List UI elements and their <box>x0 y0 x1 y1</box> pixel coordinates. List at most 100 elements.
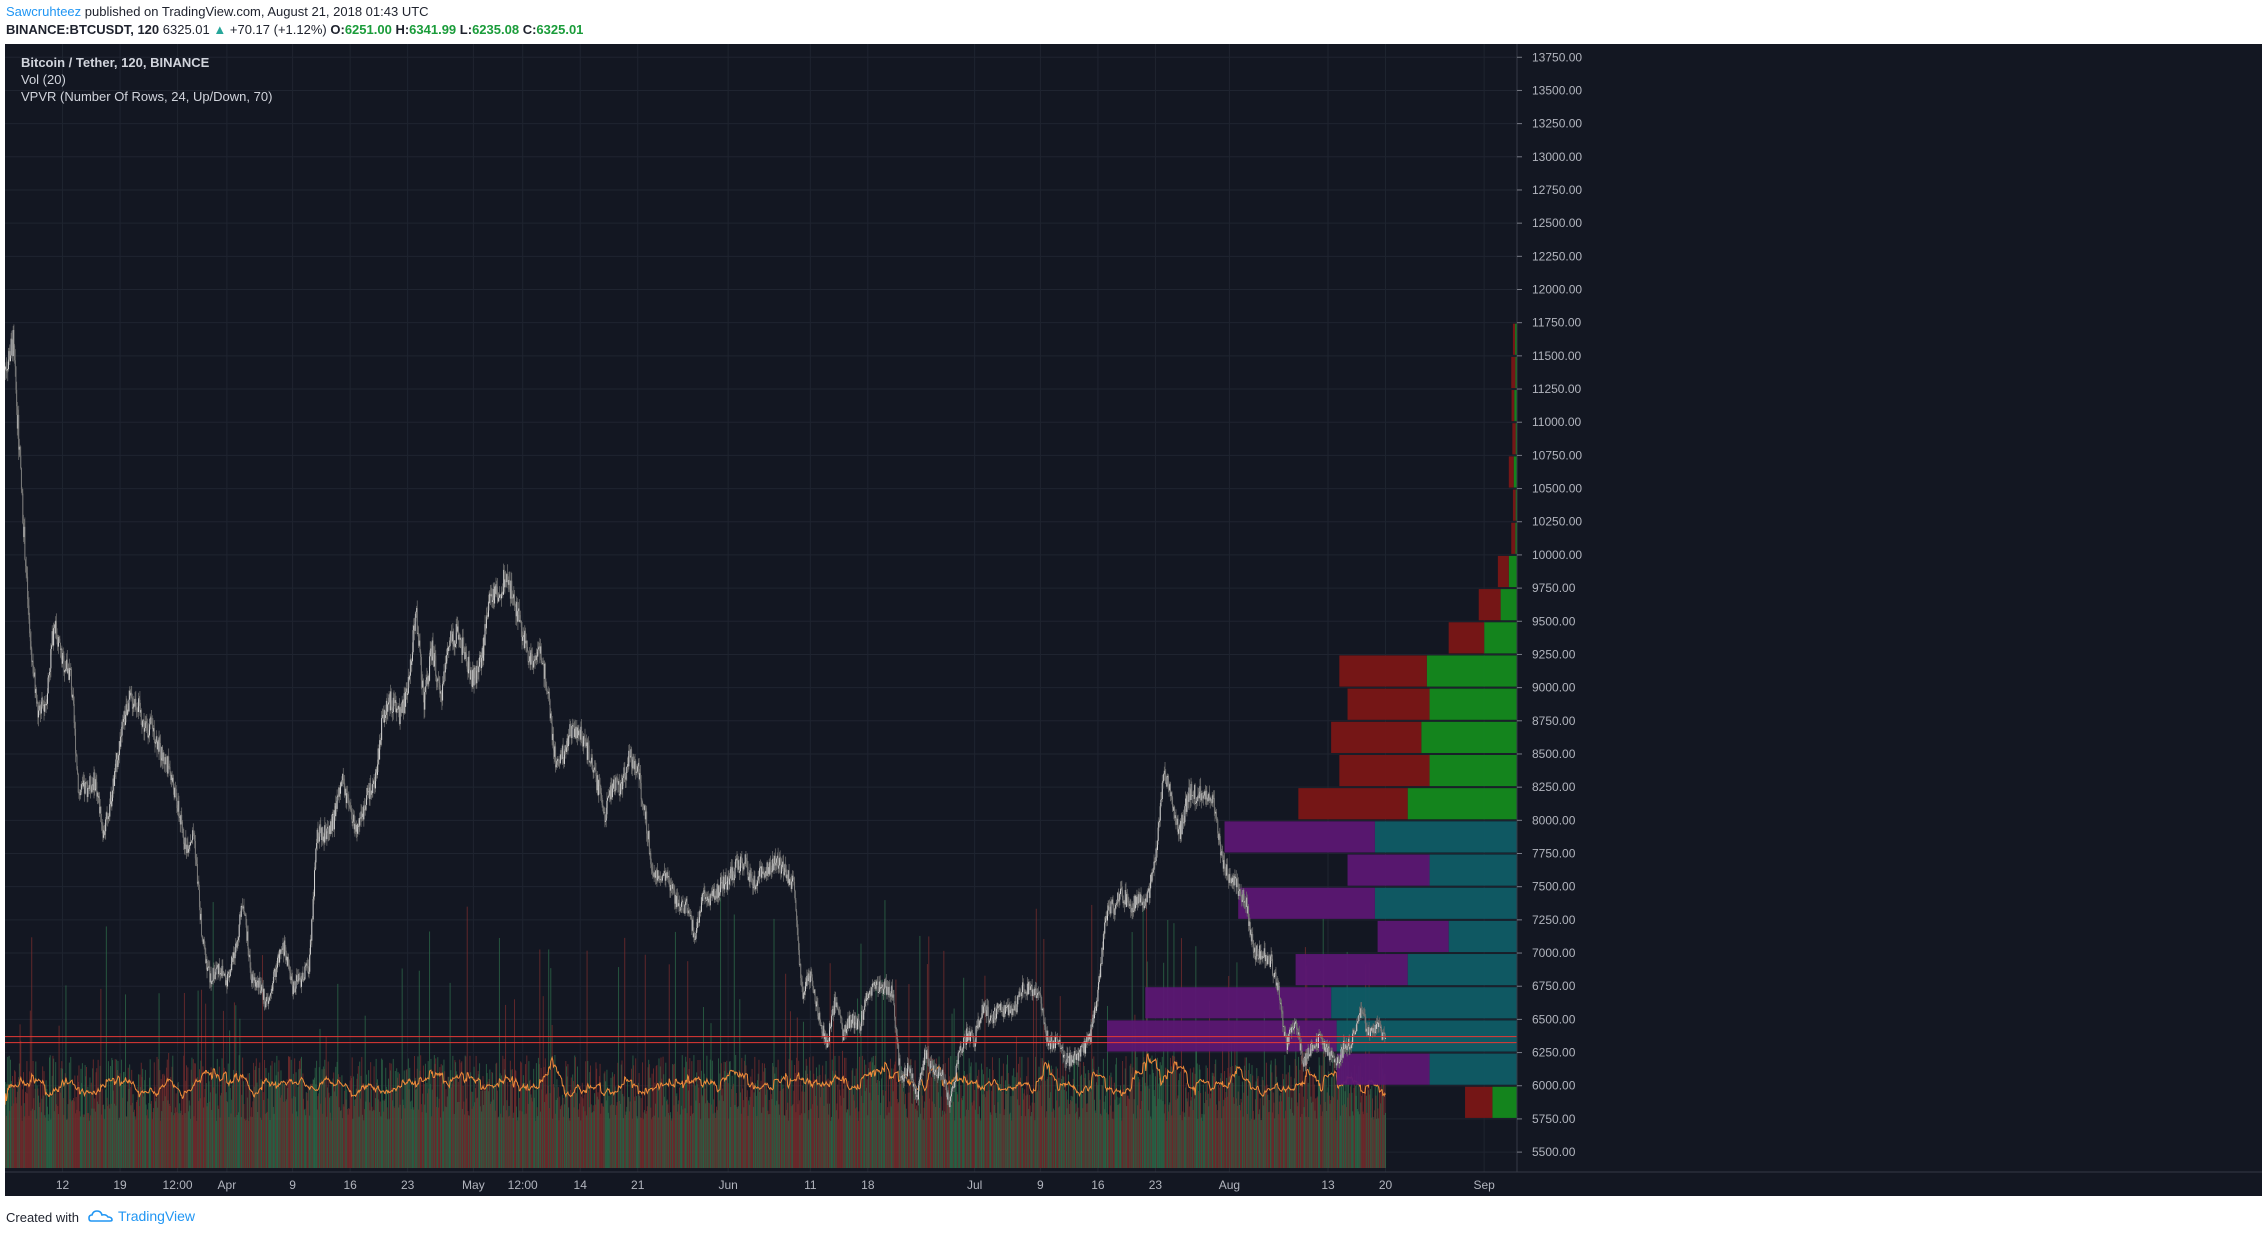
volume-bar <box>368 1102 370 1168</box>
candle-body <box>897 1044 899 1046</box>
chart-canvas[interactable]: 6325.0116:04 13750.0013500.0013250.00130… <box>5 44 2262 1196</box>
candle-body <box>794 881 796 892</box>
volume-bar <box>1332 1097 1334 1168</box>
volume-bar <box>574 1057 576 1168</box>
volume-bar <box>180 1110 182 1168</box>
volume-bar <box>1369 1094 1371 1168</box>
volume-bar <box>863 1078 865 1168</box>
candle-body <box>725 875 727 883</box>
candle-body <box>748 876 750 882</box>
volume-bar <box>398 1073 400 1168</box>
candle-body <box>290 976 292 981</box>
volume-bar <box>1046 1079 1048 1168</box>
volume-bar <box>140 1062 142 1168</box>
high-label: H: <box>395 22 410 37</box>
volume-bar <box>360 1075 362 1168</box>
volume-bar <box>600 1113 602 1168</box>
volume-bar <box>1255 1081 1257 1168</box>
volume-bar <box>25 1091 27 1168</box>
author-link[interactable]: Sawcruhteez <box>6 4 82 19</box>
volume-bar <box>1018 1105 1020 1168</box>
volume-bar <box>251 1107 253 1168</box>
candle-body <box>546 686 548 692</box>
volume-bar <box>304 1108 306 1168</box>
volume-bar <box>370 1062 372 1168</box>
candle-body <box>924 1049 926 1053</box>
volume-bar <box>604 1071 606 1168</box>
candle-body <box>813 989 815 994</box>
symbol-label[interactable]: BINANCE:BTCUSDT, 120 <box>6 22 160 37</box>
volume-bar <box>1261 1120 1263 1168</box>
volume-bar <box>1084 1077 1086 1168</box>
volume-bar <box>851 1070 853 1168</box>
volume-bar <box>72 1100 74 1168</box>
volume-bar <box>1120 1085 1122 1168</box>
candle-body <box>649 853 651 855</box>
candle-body <box>780 859 782 874</box>
volume-bar <box>1080 1076 1082 1168</box>
candle-body <box>407 693 409 696</box>
volume-bar <box>726 1072 728 1168</box>
candle-body <box>757 876 759 881</box>
volume-bar <box>290 1059 292 1168</box>
candle-body <box>882 984 884 995</box>
candle-body <box>559 754 561 764</box>
volume-bar <box>823 1105 825 1168</box>
chart-pane[interactable]: 6325.0116:04 13750.0013500.0013250.00130… <box>5 44 2262 1196</box>
volume-bar <box>501 1117 503 1168</box>
volume-bar <box>390 1063 392 1168</box>
candle-body <box>55 620 57 634</box>
volume-bar <box>1065 1091 1067 1168</box>
volume-bar <box>62 1068 64 1168</box>
candle-body <box>16 389 18 407</box>
volume-bar <box>1059 996 1061 1168</box>
candle-body <box>886 986 888 995</box>
candle-body <box>388 694 390 703</box>
candle-body <box>554 746 556 757</box>
candle-body <box>565 745 567 752</box>
volume-bar <box>747 1115 749 1168</box>
vpvr-up-bar <box>1500 589 1517 621</box>
volume-bar <box>1360 1102 1362 1168</box>
volume-bar <box>525 1113 527 1168</box>
volume-bar <box>587 1060 589 1168</box>
candle-body <box>446 655 448 664</box>
volume-bar <box>1063 1089 1065 1168</box>
candle-body <box>798 950 800 965</box>
volume-bar <box>643 1112 645 1168</box>
candle-body <box>813 990 815 994</box>
candle-body <box>18 446 20 450</box>
volume-bar <box>1274 1058 1276 1168</box>
candle-body <box>687 910 689 914</box>
candle-body <box>483 637 485 646</box>
volume-bar <box>328 1092 330 1168</box>
volume-bar <box>455 1071 457 1168</box>
candle-body <box>819 1012 821 1021</box>
volume-bar <box>1308 1117 1310 1168</box>
candle-body <box>895 1027 897 1029</box>
volume-bar <box>62 1098 64 1168</box>
volume-bar <box>123 1071 125 1168</box>
volume-bar <box>168 1053 170 1168</box>
volume-bar <box>440 1117 442 1168</box>
candle-body <box>259 977 261 981</box>
candle-body <box>131 692 133 698</box>
candle-body <box>863 1010 865 1020</box>
volume-bar <box>48 1114 50 1168</box>
volume-bar <box>1362 1111 1364 1168</box>
candle-body <box>894 1016 896 1028</box>
candle-body <box>490 594 492 597</box>
volume-bar <box>1359 1062 1361 1168</box>
candle-body <box>769 862 771 875</box>
candle-body <box>522 636 524 641</box>
volume-bar <box>663 1096 665 1168</box>
candle-body <box>722 876 724 889</box>
candle-body <box>940 1072 942 1077</box>
volume-bar <box>75 1113 77 1168</box>
volume-bar <box>1313 1084 1315 1168</box>
candle-body <box>835 997 837 1008</box>
candle-body <box>737 858 739 870</box>
candle-body <box>406 688 408 696</box>
volume-bar <box>663 1074 665 1168</box>
candle-body <box>672 884 674 888</box>
